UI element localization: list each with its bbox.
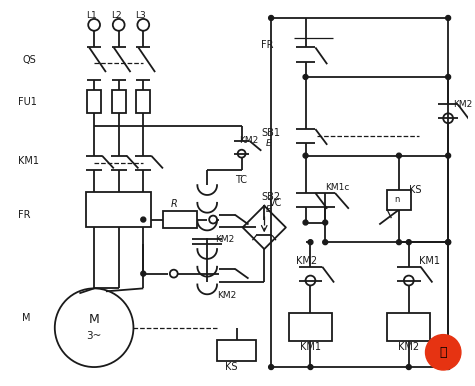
Text: QS: QS: [22, 55, 36, 65]
Text: FR: FR: [19, 210, 31, 220]
Circle shape: [446, 240, 451, 245]
Text: KM2: KM2: [453, 100, 472, 109]
Circle shape: [308, 240, 313, 245]
Text: KS: KS: [409, 185, 421, 195]
Text: 3~: 3~: [86, 330, 102, 340]
Circle shape: [446, 15, 451, 20]
Text: KM2: KM2: [217, 291, 236, 300]
Text: L3: L3: [135, 12, 146, 20]
Text: KM1: KM1: [300, 342, 321, 352]
Circle shape: [308, 365, 313, 369]
Circle shape: [406, 240, 411, 245]
Text: TC: TC: [235, 175, 247, 185]
Circle shape: [323, 220, 328, 225]
Text: KM1: KM1: [418, 256, 440, 266]
Text: M: M: [22, 313, 31, 323]
Text: 🐻: 🐻: [439, 346, 447, 359]
Bar: [86, 192, 151, 227]
Circle shape: [446, 153, 451, 158]
Circle shape: [141, 271, 146, 276]
Text: KM2: KM2: [238, 136, 258, 146]
Text: FR: FR: [261, 39, 274, 49]
Text: n: n: [394, 195, 399, 204]
Text: E: E: [266, 139, 272, 148]
Circle shape: [303, 153, 308, 158]
Text: VC: VC: [269, 198, 283, 208]
Text: KM1: KM1: [19, 156, 39, 166]
Text: FU1: FU1: [19, 96, 37, 107]
Circle shape: [397, 153, 401, 158]
Circle shape: [446, 74, 451, 80]
Circle shape: [141, 217, 146, 222]
Circle shape: [269, 15, 274, 20]
Bar: [87, 90, 101, 113]
Text: L2: L2: [111, 12, 122, 20]
Text: M: M: [89, 313, 99, 326]
Text: KM1c: KM1c: [325, 183, 350, 191]
Circle shape: [269, 365, 274, 369]
Circle shape: [446, 240, 451, 245]
Circle shape: [323, 240, 328, 245]
Circle shape: [303, 220, 308, 225]
Circle shape: [397, 240, 401, 245]
Text: L1: L1: [86, 12, 97, 20]
Text: R: R: [171, 199, 178, 209]
Bar: [217, 340, 256, 361]
Bar: [136, 90, 150, 113]
Bar: [387, 313, 430, 340]
Text: KM2: KM2: [215, 235, 234, 244]
Bar: [387, 190, 411, 210]
Bar: [112, 90, 125, 113]
Text: KM2: KM2: [398, 342, 419, 352]
Bar: [289, 313, 332, 340]
Text: KS: KS: [225, 362, 238, 372]
Text: KM2: KM2: [296, 256, 317, 266]
Circle shape: [446, 365, 451, 369]
Text: E: E: [266, 205, 272, 214]
Bar: [163, 211, 198, 229]
Text: SB1: SB1: [261, 128, 280, 138]
Circle shape: [426, 335, 461, 370]
Text: SB2: SB2: [261, 192, 280, 202]
Circle shape: [406, 365, 411, 369]
Circle shape: [303, 74, 308, 80]
